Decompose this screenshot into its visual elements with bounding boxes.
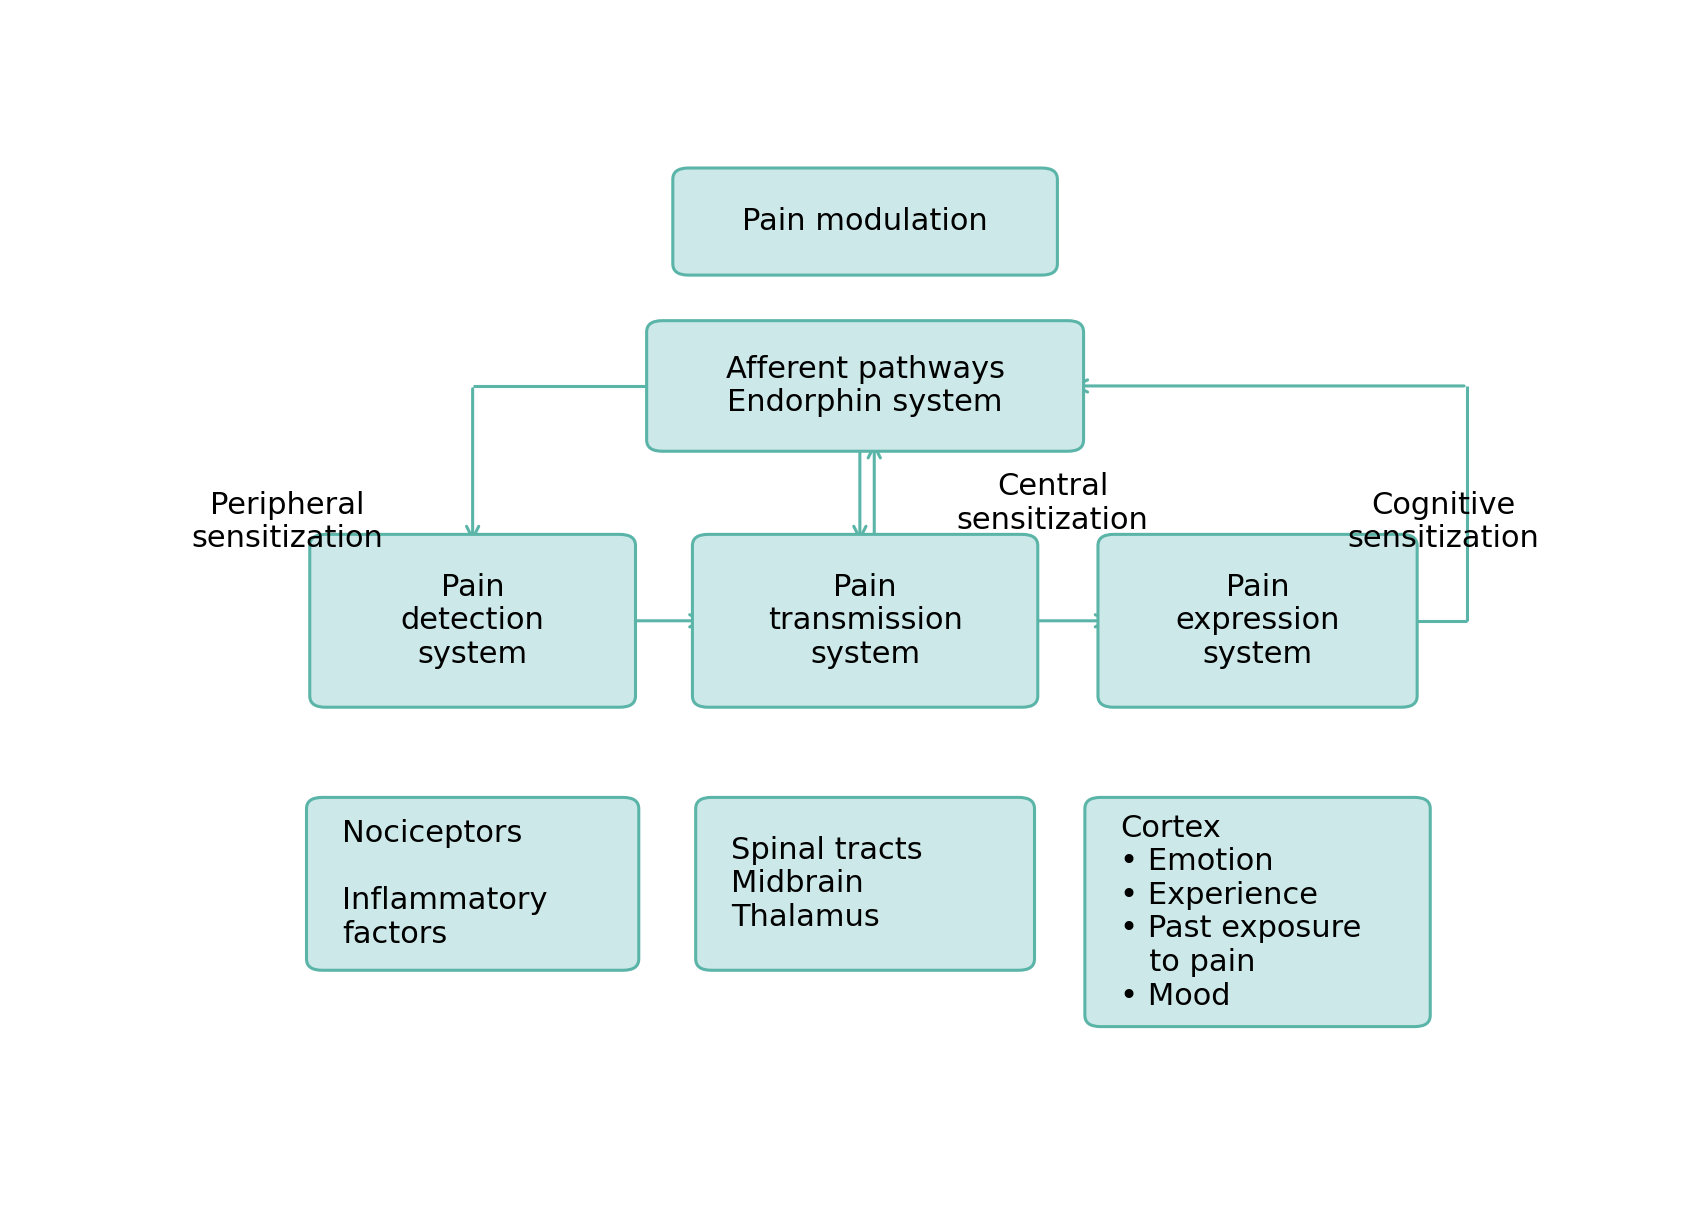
FancyBboxPatch shape: [307, 798, 638, 970]
Text: Afferent pathways
Endorphin system: Afferent pathways Endorphin system: [726, 355, 1004, 417]
FancyBboxPatch shape: [1085, 798, 1430, 1026]
Text: Nociceptors

Inflammatory
factors: Nociceptors Inflammatory factors: [343, 819, 547, 949]
Text: Pain modulation: Pain modulation: [743, 207, 987, 235]
FancyBboxPatch shape: [692, 534, 1038, 708]
Text: Pain
transmission
system: Pain transmission system: [768, 572, 962, 669]
Text: Peripheral
sensitization: Peripheral sensitization: [191, 490, 383, 554]
Text: Central
sensitization: Central sensitization: [957, 472, 1148, 534]
FancyBboxPatch shape: [311, 534, 635, 708]
Text: Pain
expression
system: Pain expression system: [1175, 572, 1340, 669]
FancyBboxPatch shape: [647, 321, 1084, 451]
FancyBboxPatch shape: [1097, 534, 1418, 708]
Text: Cognitive
sensitization: Cognitive sensitization: [1347, 490, 1539, 554]
Text: Spinal tracts
Midbrain
Thalamus: Spinal tracts Midbrain Thalamus: [731, 836, 923, 932]
FancyBboxPatch shape: [695, 798, 1035, 970]
FancyBboxPatch shape: [674, 168, 1057, 274]
Text: Cortex
• Emotion
• Experience
• Past exposure
   to pain
• Mood: Cortex • Emotion • Experience • Past exp…: [1121, 814, 1362, 1010]
Text: Pain
detection
system: Pain detection system: [400, 572, 545, 669]
